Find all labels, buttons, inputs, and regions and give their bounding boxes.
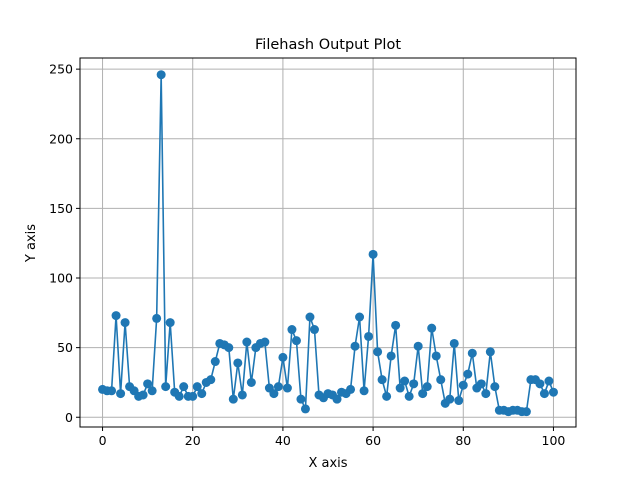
data-point	[156, 70, 166, 80]
data-point	[192, 382, 202, 392]
data-point	[278, 352, 288, 362]
data-point	[273, 382, 283, 392]
data-point	[346, 384, 356, 394]
data-point	[246, 377, 256, 387]
data-point	[467, 348, 477, 358]
y-tick-label: 50	[57, 340, 73, 355]
y-tick-label: 200	[49, 131, 73, 146]
data-point	[138, 390, 148, 400]
data-point	[395, 383, 405, 393]
data-point	[107, 386, 117, 396]
data-point	[391, 320, 401, 330]
data-point	[355, 312, 365, 322]
data-point	[287, 325, 297, 335]
x-tick-label: 20	[185, 433, 201, 448]
data-point	[535, 379, 545, 389]
data-point	[431, 351, 441, 361]
data-point	[539, 389, 549, 399]
data-point	[233, 358, 243, 368]
data-point	[296, 394, 306, 404]
data-point	[544, 376, 554, 386]
data-point	[206, 375, 216, 385]
x-tick-label: 40	[275, 433, 291, 448]
data-point	[476, 379, 486, 389]
x-tick-label: 80	[455, 433, 471, 448]
data-point	[548, 387, 558, 397]
data-point	[282, 383, 292, 393]
data-point	[404, 391, 414, 401]
data-point	[116, 389, 126, 399]
data-point	[147, 386, 157, 396]
data-point	[269, 389, 279, 399]
data-point	[179, 382, 189, 392]
x-tick-label: 60	[365, 433, 381, 448]
data-point	[143, 379, 153, 389]
data-point	[377, 375, 387, 385]
data-point	[364, 331, 374, 341]
series	[98, 70, 558, 417]
data-point	[386, 351, 396, 361]
data-point	[445, 394, 455, 404]
x-tick-label: 100	[542, 433, 566, 448]
data-point	[359, 386, 369, 396]
data-point	[165, 318, 175, 328]
data-point	[228, 394, 238, 404]
data-point	[197, 389, 207, 399]
data-point	[485, 347, 495, 357]
y-axis-label: Y axis	[24, 224, 39, 263]
data-point	[427, 323, 437, 333]
data-point	[422, 382, 432, 392]
data-point	[224, 343, 234, 353]
data-point	[350, 341, 360, 351]
plot-frame	[79, 57, 577, 428]
x-axis-label: X axis	[308, 456, 347, 471]
data-point	[382, 391, 392, 401]
data-point	[120, 318, 130, 328]
data-point	[188, 391, 198, 401]
y-tick-label: 0	[65, 410, 73, 425]
data-point	[152, 313, 162, 323]
data-point	[463, 369, 473, 379]
data-point	[409, 379, 419, 389]
data-point	[454, 396, 464, 406]
y-tick-label: 150	[49, 201, 73, 216]
chart-title: Filehash Output Plot	[255, 37, 401, 53]
x-tick-label: 0	[99, 433, 107, 448]
axis-ticks: 0 20 40 60 80 100 0 50 100 150 200 250	[49, 62, 565, 448]
data-point	[413, 341, 423, 351]
data-point	[111, 311, 121, 321]
data-point	[305, 312, 315, 322]
data-point	[490, 382, 500, 392]
data-point	[458, 380, 468, 390]
data-point	[242, 337, 252, 347]
data-point	[260, 337, 270, 347]
data-point	[436, 375, 446, 385]
data-point	[210, 357, 220, 367]
data-point	[309, 325, 319, 335]
data-point	[368, 249, 378, 259]
data-point	[174, 391, 184, 401]
y-tick-label: 100	[49, 271, 73, 286]
y-tick-label: 250	[49, 62, 73, 77]
data-point	[449, 338, 459, 348]
data-point	[481, 389, 491, 399]
data-point	[418, 389, 428, 399]
data-point	[291, 336, 301, 346]
data-point	[400, 376, 410, 386]
data-point	[237, 390, 247, 400]
data-point	[521, 407, 531, 417]
data-point	[332, 394, 342, 404]
data-point	[300, 404, 310, 414]
data-point	[161, 382, 171, 392]
data-point	[373, 347, 383, 357]
